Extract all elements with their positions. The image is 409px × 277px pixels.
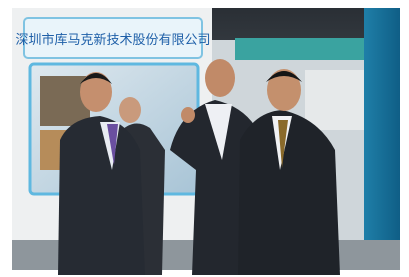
pillar [364,8,400,270]
page: 深圳市库马克新技术股份有限公司 (() => { const data = JS… [0,0,409,277]
right-sign [235,38,365,60]
sign-text: 深圳市库马克新技术股份有限公司 [15,32,210,48]
face [205,59,235,97]
hand [181,107,195,123]
photo: 深圳市库马克新技术股份有限公司 [0,0,409,277]
face [119,97,141,123]
person [58,116,145,275]
right-booth [305,70,365,130]
